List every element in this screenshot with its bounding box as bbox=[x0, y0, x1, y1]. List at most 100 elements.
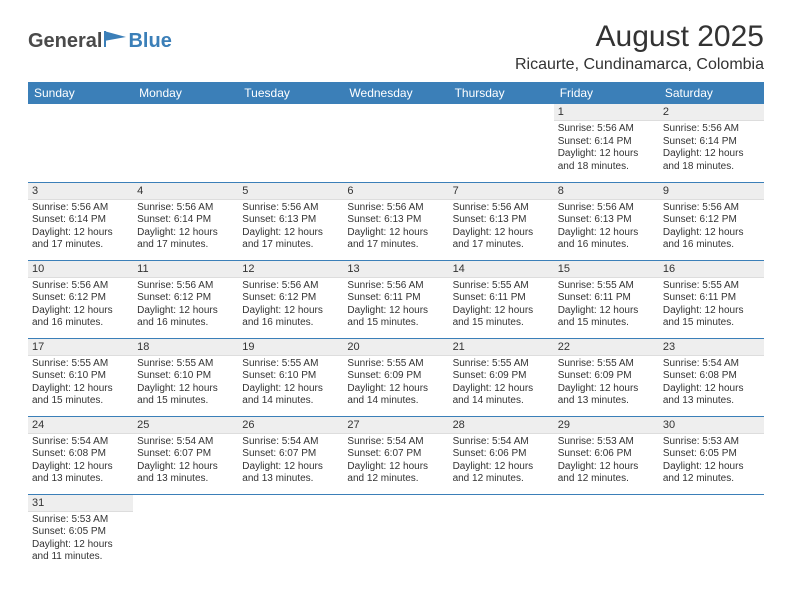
calendar-empty-cell bbox=[659, 494, 764, 572]
daylight-text: Daylight: 12 hours and 15 minutes. bbox=[137, 383, 234, 408]
sunset-text: Sunset: 6:12 PM bbox=[32, 292, 129, 305]
calendar-empty-cell bbox=[238, 494, 343, 572]
day-number: 25 bbox=[133, 417, 238, 434]
day-number: 31 bbox=[28, 495, 133, 512]
sunrise-text: Sunrise: 5:56 AM bbox=[558, 123, 655, 136]
calendar-table: SundayMondayTuesdayWednesdayThursdayFrid… bbox=[28, 82, 764, 572]
day-number: 1 bbox=[554, 104, 659, 121]
day-number: 21 bbox=[449, 339, 554, 356]
calendar-day-cell: 31Sunrise: 5:53 AMSunset: 6:05 PMDayligh… bbox=[28, 494, 133, 572]
sunrise-text: Sunrise: 5:56 AM bbox=[663, 123, 760, 136]
calendar-day-cell: 1 Sunrise: 5:56 AMSunset: 6:14 PMDaylight… bbox=[554, 104, 659, 182]
location: Ricaurte, Cundinamarca, Colombia bbox=[515, 56, 764, 74]
sunrise-text: Sunrise: 5:53 AM bbox=[32, 514, 129, 527]
sunrise-text: Sunrise: 5:54 AM bbox=[663, 358, 760, 371]
calendar-week-row: 3Sunrise: 5:56 AMSunset: 6:14 PMDaylight… bbox=[28, 182, 764, 260]
sun-info: Sunrise: 5:55 AMSunset: 6:09 PMDaylight:… bbox=[343, 356, 448, 410]
header: GeneralBlue August 2025 Ricaurte, Cundin… bbox=[28, 20, 764, 74]
day-number: 3 bbox=[28, 183, 133, 200]
month-title: August 2025 bbox=[515, 20, 764, 54]
sunset-text: Sunset: 6:05 PM bbox=[32, 526, 129, 539]
sunset-text: Sunset: 6:09 PM bbox=[453, 370, 550, 383]
daylight-text: Daylight: 12 hours and 16 minutes. bbox=[242, 305, 339, 330]
day-number: 20 bbox=[343, 339, 448, 356]
sunset-text: Sunset: 6:13 PM bbox=[558, 214, 655, 227]
sunrise-text: Sunrise: 5:54 AM bbox=[32, 436, 129, 449]
daylight-text: Daylight: 12 hours and 16 minutes. bbox=[558, 227, 655, 252]
sunset-text: Sunset: 6:14 PM bbox=[558, 136, 655, 149]
calendar-day-cell: 8Sunrise: 5:56 AMSunset: 6:13 PMDaylight… bbox=[554, 182, 659, 260]
calendar-day-cell: 9Sunrise: 5:56 AMSunset: 6:12 PMDaylight… bbox=[659, 182, 764, 260]
calendar-empty-cell bbox=[133, 104, 238, 182]
calendar-day-cell: 15Sunrise: 5:55 AMSunset: 6:11 PMDayligh… bbox=[554, 260, 659, 338]
daylight-text: Daylight: 12 hours and 17 minutes. bbox=[242, 227, 339, 252]
daylight-text: Daylight: 12 hours and 16 minutes. bbox=[137, 305, 234, 330]
sunrise-text: Sunrise: 5:56 AM bbox=[663, 202, 760, 215]
sunrise-text: Sunrise: 5:55 AM bbox=[347, 358, 444, 371]
sun-info: Sunrise: 5:56 AMSunset: 6:13 PMDaylight:… bbox=[343, 200, 448, 254]
calendar-day-cell: 19Sunrise: 5:55 AMSunset: 6:10 PMDayligh… bbox=[238, 338, 343, 416]
calendar-day-cell: 12Sunrise: 5:56 AMSunset: 6:12 PMDayligh… bbox=[238, 260, 343, 338]
daylight-text: Daylight: 12 hours and 13 minutes. bbox=[32, 461, 129, 486]
weekday-header: Friday bbox=[554, 82, 659, 104]
daylight-text: Daylight: 12 hours and 14 minutes. bbox=[347, 383, 444, 408]
calendar-day-cell: 29Sunrise: 5:53 AMSunset: 6:06 PMDayligh… bbox=[554, 416, 659, 494]
day-number: 17 bbox=[28, 339, 133, 356]
calendar-body: 1Sunrise: 5:56 AMSunset: 6:14 PMDaylight… bbox=[28, 104, 764, 572]
sun-info: Sunrise: 5:55 AMSunset: 6:11 PMDaylight:… bbox=[554, 278, 659, 332]
sun-info: Sunrise: 5:55 AMSunset: 6:09 PMDaylight:… bbox=[449, 356, 554, 410]
sunrise-text: Sunrise: 5:56 AM bbox=[558, 202, 655, 215]
sunrise-text: Sunrise: 5:55 AM bbox=[453, 358, 550, 371]
weekday-header: Thursday bbox=[449, 82, 554, 104]
daylight-text: Daylight: 12 hours and 13 minutes. bbox=[242, 461, 339, 486]
daylight-text: Daylight: 12 hours and 14 minutes. bbox=[453, 383, 550, 408]
sun-info: Sunrise: 5:56 AMSunset: 6:11 PMDaylight:… bbox=[343, 278, 448, 332]
sunset-text: Sunset: 6:08 PM bbox=[32, 448, 129, 461]
sunrise-text: Sunrise: 5:53 AM bbox=[663, 436, 760, 449]
logo-text-blue: Blue bbox=[128, 30, 171, 53]
sunset-text: Sunset: 6:09 PM bbox=[558, 370, 655, 383]
sunset-text: Sunset: 6:10 PM bbox=[32, 370, 129, 383]
day-number: 16 bbox=[659, 261, 764, 278]
sunrise-text: Sunrise: 5:56 AM bbox=[242, 280, 339, 293]
calendar-day-cell: 28Sunrise: 5:54 AMSunset: 6:06 PMDayligh… bbox=[449, 416, 554, 494]
daylight-text: Daylight: 12 hours and 11 minutes. bbox=[32, 539, 129, 564]
day-number: 6 bbox=[343, 183, 448, 200]
sun-info: Sunrise: 5:55 AMSunset: 6:10 PMDaylight:… bbox=[238, 356, 343, 410]
calendar-day-cell: 13Sunrise: 5:56 AMSunset: 6:11 PMDayligh… bbox=[343, 260, 448, 338]
calendar-empty-cell bbox=[449, 494, 554, 572]
daylight-text: Daylight: 12 hours and 15 minutes. bbox=[347, 305, 444, 330]
daylight-text: Daylight: 12 hours and 15 minutes. bbox=[558, 305, 655, 330]
calendar-empty-cell bbox=[343, 494, 448, 572]
daylight-text: Daylight: 12 hours and 18 minutes. bbox=[558, 148, 655, 173]
calendar-day-cell: 27Sunrise: 5:54 AMSunset: 6:07 PMDayligh… bbox=[343, 416, 448, 494]
day-number: 2 bbox=[659, 104, 764, 121]
calendar-empty-cell bbox=[449, 104, 554, 182]
day-number: 13 bbox=[343, 261, 448, 278]
sun-info: Sunrise: 5:53 AMSunset: 6:05 PMDaylight:… bbox=[28, 512, 133, 566]
day-number: 12 bbox=[238, 261, 343, 278]
daylight-text: Daylight: 12 hours and 17 minutes. bbox=[32, 227, 129, 252]
day-number: 7 bbox=[449, 183, 554, 200]
daylight-text: Daylight: 12 hours and 12 minutes. bbox=[663, 461, 760, 486]
daylight-text: Daylight: 12 hours and 17 minutes. bbox=[137, 227, 234, 252]
sun-info: Sunrise: 5:56 AMSunset: 6:14 PMDaylight:… bbox=[659, 121, 764, 175]
calendar-day-cell: 10Sunrise: 5:56 AMSunset: 6:12 PMDayligh… bbox=[28, 260, 133, 338]
day-number: 14 bbox=[449, 261, 554, 278]
daylight-text: Daylight: 12 hours and 15 minutes. bbox=[32, 383, 129, 408]
calendar-day-cell: 6Sunrise: 5:56 AMSunset: 6:13 PMDaylight… bbox=[343, 182, 448, 260]
sunset-text: Sunset: 6:12 PM bbox=[663, 214, 760, 227]
calendar-week-row: 31Sunrise: 5:53 AMSunset: 6:05 PMDayligh… bbox=[28, 494, 764, 572]
day-number: 28 bbox=[449, 417, 554, 434]
sunrise-text: Sunrise: 5:54 AM bbox=[347, 436, 444, 449]
day-number: 23 bbox=[659, 339, 764, 356]
day-number: 5 bbox=[238, 183, 343, 200]
sun-info: Sunrise: 5:56 AMSunset: 6:12 PMDaylight:… bbox=[28, 278, 133, 332]
sunrise-text: Sunrise: 5:55 AM bbox=[558, 358, 655, 371]
day-number: 19 bbox=[238, 339, 343, 356]
daylight-text: Daylight: 12 hours and 17 minutes. bbox=[453, 227, 550, 252]
calendar-day-cell: 18Sunrise: 5:55 AMSunset: 6:10 PMDayligh… bbox=[133, 338, 238, 416]
sun-info: Sunrise: 5:54 AMSunset: 6:08 PMDaylight:… bbox=[28, 434, 133, 488]
sunrise-text: Sunrise: 5:55 AM bbox=[242, 358, 339, 371]
daylight-text: Daylight: 12 hours and 12 minutes. bbox=[453, 461, 550, 486]
